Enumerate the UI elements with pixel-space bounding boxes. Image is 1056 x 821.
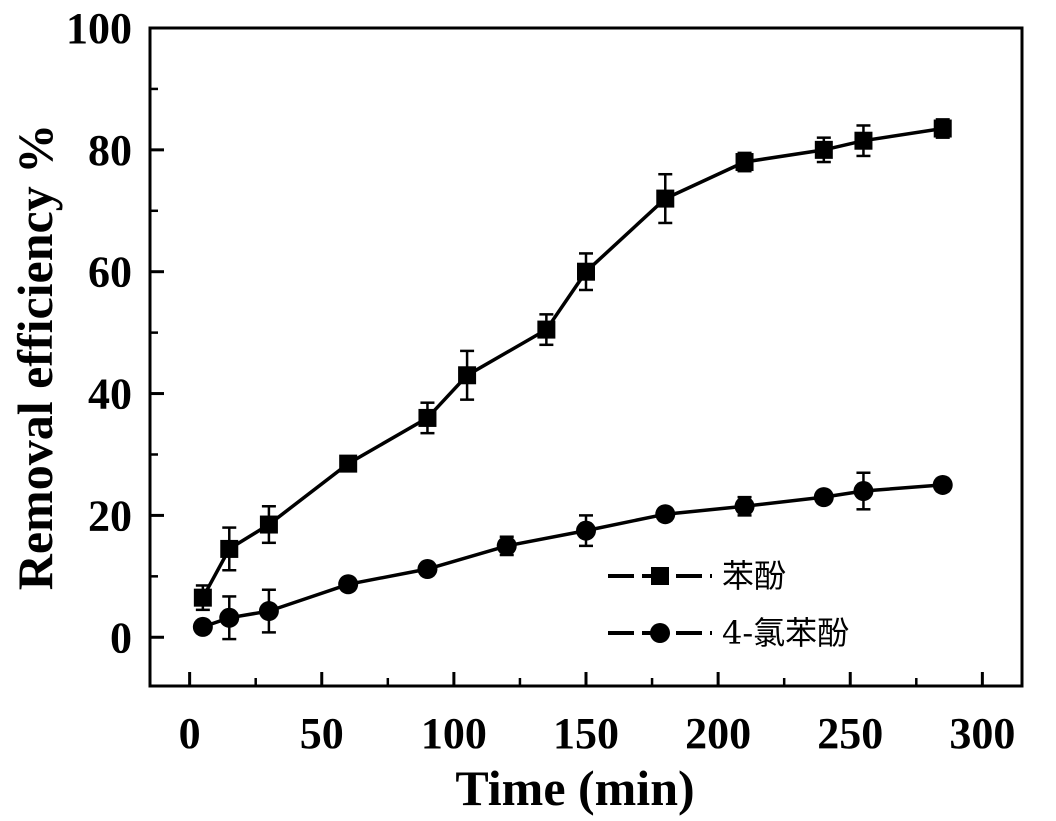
data-point: [417, 559, 438, 580]
legend-item-2: 4-氯苯酚: [608, 614, 849, 652]
data-point: [576, 520, 596, 541]
data-point: [259, 515, 278, 534]
data-point: [220, 539, 239, 558]
data-point: [655, 504, 676, 525]
legend-item-1: 苯酚: [608, 557, 786, 595]
x-tick-label: 0: [179, 709, 201, 758]
x-tick-label: 200: [685, 709, 751, 758]
y-tick-label: 60: [88, 248, 132, 297]
legend-marker: [650, 623, 670, 643]
data-point: [932, 474, 953, 495]
series-2: [192, 471, 953, 641]
data-point: [734, 496, 755, 517]
data-point: [813, 487, 834, 508]
y-tick-label: 20: [88, 491, 132, 540]
data-point: [854, 131, 873, 150]
x-tick-label: 300: [949, 709, 1015, 758]
x-tick-label: 150: [553, 709, 619, 758]
data-point: [814, 140, 833, 159]
series-layer: [192, 118, 953, 641]
y-tick-label: 100: [66, 4, 132, 53]
data-point: [458, 366, 477, 385]
y-tick-label: 40: [88, 370, 132, 419]
series-line: [201, 126, 943, 599]
data-point: [192, 616, 213, 637]
data-point: [219, 607, 240, 628]
legend-label: 4-氯苯酚: [722, 614, 849, 652]
data-point: [933, 119, 952, 138]
data-point: [577, 262, 595, 281]
x-tick-label: 100: [421, 709, 487, 758]
legend: 苯酚 4-氯苯酚: [608, 557, 849, 652]
y-axis-title: Removal efficiency %: [7, 124, 63, 591]
x-tick-label: 50: [300, 709, 344, 758]
series-line: [202, 483, 943, 629]
data-point: [418, 408, 437, 427]
data-point: [496, 535, 517, 556]
data-point: [193, 588, 212, 607]
legend-label: 苯酚: [722, 557, 786, 595]
legend-marker: [651, 567, 669, 585]
y-tick-label: 80: [88, 126, 132, 175]
data-point: [656, 189, 675, 208]
plot-frame: [148, 26, 1024, 688]
y-tick-label: 0: [110, 613, 132, 662]
data-point: [537, 320, 556, 339]
data-point: [853, 481, 874, 502]
data-point: [735, 153, 754, 172]
x-tick-label: 250: [817, 709, 883, 758]
series-1: [193, 118, 952, 612]
data-point: [339, 454, 358, 473]
data-point: [338, 574, 359, 595]
data-point: [258, 601, 279, 622]
x-axis-title: Time (min): [455, 760, 694, 816]
axis-ticks: 0 50 100 150 200 250 300 0 20 40 60 80 100: [66, 4, 1015, 758]
